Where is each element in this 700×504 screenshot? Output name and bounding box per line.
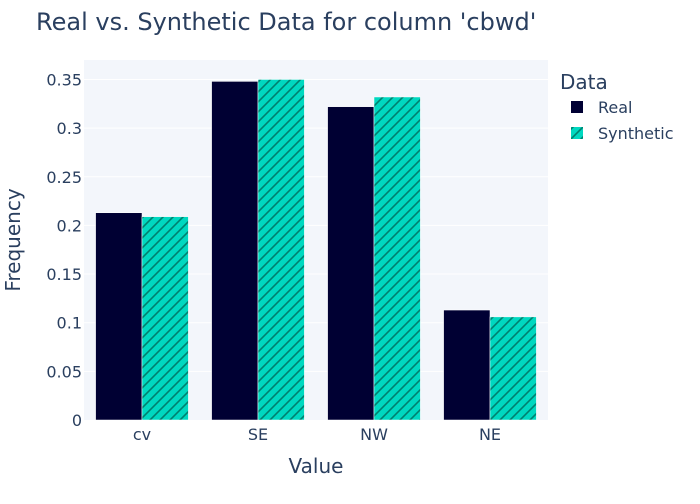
x-tick-label: cv xyxy=(133,425,151,444)
x-tick-label: NW xyxy=(360,425,388,444)
legend-title: Data xyxy=(560,70,608,94)
bar-real-cv[interactable] xyxy=(95,212,143,421)
y-axis-label: Frequency xyxy=(1,188,25,291)
x-tick-label: SE xyxy=(248,425,268,444)
x-tick-labels: cv SE NW NE xyxy=(133,425,501,444)
legend-swatch-real xyxy=(571,101,583,113)
y-tick-labels: 0 0.05 0.1 0.15 0.2 0.25 0.3 0.35 xyxy=(46,70,82,430)
y-tick-label: 0.1 xyxy=(57,314,82,333)
legend-item-synthetic[interactable]: Synthetic xyxy=(571,124,674,143)
bars xyxy=(95,79,537,421)
y-tick-label: 0.3 xyxy=(57,119,82,138)
bar-synthetic-nw[interactable] xyxy=(373,96,421,421)
bar-real-ne[interactable] xyxy=(443,309,491,421)
bar-real-se[interactable] xyxy=(211,81,259,421)
y-tick-label: 0 xyxy=(72,411,82,430)
y-tick-label: 0.15 xyxy=(46,265,82,284)
bar-real-nw[interactable] xyxy=(327,106,375,421)
legend-label-real: Real xyxy=(598,98,633,117)
bar-synthetic-se[interactable] xyxy=(257,79,305,421)
legend: Data Real Synthetic xyxy=(560,70,674,143)
bar-synthetic-cv[interactable] xyxy=(141,216,189,421)
y-tick-label: 0.25 xyxy=(46,168,82,187)
chart-title: Real vs. Synthetic Data for column 'cbwd… xyxy=(36,8,536,36)
legend-item-real[interactable]: Real xyxy=(571,98,633,117)
y-tick-label: 0.35 xyxy=(46,70,82,89)
legend-swatch-synthetic xyxy=(571,127,583,139)
x-axis-label: Value xyxy=(289,454,344,478)
y-tick-label: 0.05 xyxy=(46,362,82,381)
legend-label-synthetic: Synthetic xyxy=(598,124,674,143)
bar-synthetic-ne[interactable] xyxy=(489,316,537,421)
x-tick-label: NE xyxy=(479,425,501,444)
y-tick-label: 0.2 xyxy=(57,216,82,235)
